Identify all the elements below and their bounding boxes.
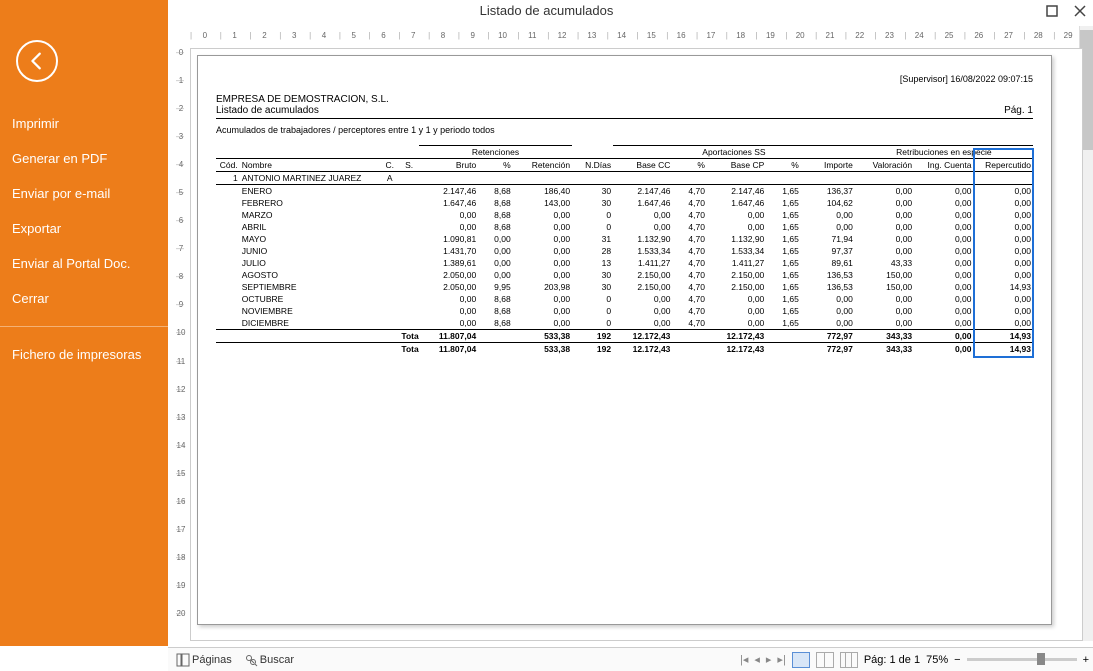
col-nombre: Nombre xyxy=(240,159,380,172)
search-label: Buscar xyxy=(260,654,294,666)
page-info: Pág: 1 de 1 xyxy=(864,654,920,666)
table-row: MAYO1.090,810,000,00311.132,904,701.132,… xyxy=(216,233,1033,245)
col-basecp: Base CP xyxy=(707,159,766,172)
table-row: MARZO0,008,680,0000,004,700,001,650,000,… xyxy=(216,209,1033,221)
close-icon[interactable] xyxy=(1071,2,1089,20)
zoom-level: 75% xyxy=(926,654,948,666)
sidebar-item-pdf[interactable]: Generar en PDF xyxy=(0,141,168,176)
col-valoracin: Valoración xyxy=(855,159,914,172)
back-button[interactable] xyxy=(16,40,58,82)
zoom-out-icon[interactable]: − xyxy=(954,654,960,666)
pages-panel-button[interactable]: Páginas xyxy=(172,651,236,669)
preview-viewport[interactable]: [Supervisor] 16/08/2022 09:07:15 EMPRESA… xyxy=(190,48,1083,641)
ruler-vertical: 01234567891011121314151617181920 xyxy=(172,48,190,637)
col-cd: Cód. xyxy=(216,159,240,172)
col-ndas: N.Días xyxy=(572,159,613,172)
view-grid-icon[interactable] xyxy=(840,652,858,668)
sidebar-item-print[interactable]: Imprimir xyxy=(0,106,168,141)
table-row: ENERO2.147,468,68186,40302.147,464,702.1… xyxy=(216,185,1033,198)
table-row: AGOSTO2.050,000,000,00302.150,004,702.15… xyxy=(216,269,1033,281)
col-bruto: Bruto xyxy=(419,159,478,172)
sidebar-item-printers[interactable]: Fichero de impresoras xyxy=(0,337,168,372)
col-retencin: Retención xyxy=(513,159,572,172)
table-row: ABRIL0,008,680,0000,004,700,001,650,000,… xyxy=(216,221,1033,233)
zoom-slider[interactable] xyxy=(967,658,1077,661)
nav-first-icon[interactable]: |◂ xyxy=(740,653,748,666)
table-row: JULIO1.389,610,000,00131.411,274,701.411… xyxy=(216,257,1033,269)
col-basecc: Base CC xyxy=(613,159,672,172)
maximize-icon[interactable] xyxy=(1043,2,1061,20)
table-row: NOVIEMBRE0,008,680,0000,004,700,001,650,… xyxy=(216,305,1033,317)
ruler-horizontal: 0123456789101112131415161718192021222324… xyxy=(190,26,1083,44)
col-repercutido: Repercutido xyxy=(974,159,1034,172)
sidebar-item-close[interactable]: Cerrar xyxy=(0,281,168,316)
table-row: SEPTIEMBRE2.050,009,95203,98302.150,004,… xyxy=(216,281,1033,293)
grp-aportaciones: Aportaciones SS xyxy=(613,146,855,159)
window-title: Listado de acumulados xyxy=(480,3,614,18)
page-number: Pág. 1 xyxy=(1004,105,1033,116)
search-button[interactable]: Buscar xyxy=(240,651,298,669)
view-two-icon[interactable] xyxy=(816,652,834,668)
filter-description: Acumulados de trabajadores / perceptores… xyxy=(216,125,1033,135)
report-stamp: [Supervisor] 16/08/2022 09:07:15 xyxy=(216,74,1033,84)
sidebar: Imprimir Generar en PDF Enviar por e-mai… xyxy=(0,0,168,646)
zoom-in-icon[interactable]: + xyxy=(1083,654,1089,666)
grp-retribuciones: Retribuciones en especie xyxy=(855,146,1033,159)
nav-prev-icon[interactable]: ◂ xyxy=(754,653,760,666)
table-row: FEBRERO1.647,468,68143,00301.647,464,701… xyxy=(216,197,1033,209)
company-name: EMPRESA DE DEMOSTRACION, S.L. xyxy=(216,94,1033,105)
col-: % xyxy=(672,159,707,172)
col-importe: Importe xyxy=(801,159,855,172)
table-row: OCTUBRE0,008,680,0000,004,700,001,650,00… xyxy=(216,293,1033,305)
sidebar-item-portal[interactable]: Enviar al Portal Doc. xyxy=(0,246,168,281)
report-subtitle: Listado de acumulados xyxy=(216,105,319,116)
report-table: Retenciones Aportaciones SS Retribucione… xyxy=(216,145,1033,355)
pages-label: Páginas xyxy=(192,654,232,666)
nav-last-icon[interactable]: ▸| xyxy=(777,653,785,666)
report-page: [Supervisor] 16/08/2022 09:07:15 EMPRESA… xyxy=(197,55,1052,625)
col-c: C. xyxy=(380,159,399,172)
table-row: JUNIO1.431,700,000,00281.533,344,701.533… xyxy=(216,245,1033,257)
col-: % xyxy=(766,159,801,172)
sidebar-item-email[interactable]: Enviar por e-mail xyxy=(0,176,168,211)
grp-retenciones: Retenciones xyxy=(419,146,572,159)
view-single-icon[interactable] xyxy=(792,652,810,668)
sidebar-item-export[interactable]: Exportar xyxy=(0,211,168,246)
col-: % xyxy=(478,159,513,172)
nav-next-icon[interactable]: ▸ xyxy=(766,653,772,666)
table-row: DICIEMBRE0,008,680,0000,004,700,001,650,… xyxy=(216,317,1033,330)
col-ingcuenta: Ing. Cuenta xyxy=(914,159,973,172)
col-s: S. xyxy=(399,159,418,172)
status-bar: Páginas Buscar |◂ ◂ ▸ ▸| Pág: 1 de 1 75%… xyxy=(168,647,1093,671)
